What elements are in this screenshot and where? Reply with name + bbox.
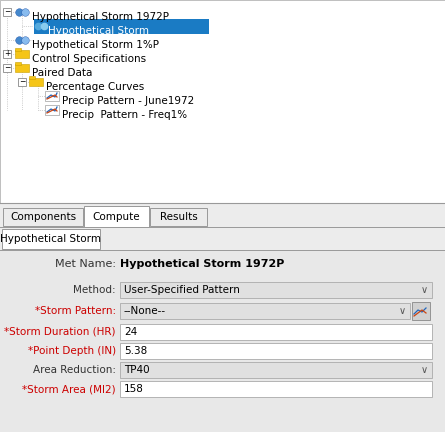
- Bar: [120, 303, 410, 319]
- Text: User-Specified Pattern: User-Specified Pattern: [124, 285, 240, 295]
- Text: Area Reduction:: Area Reduction:: [33, 365, 116, 375]
- Text: Paired Data: Paired Data: [32, 68, 93, 78]
- Text: *Point Depth (IN): *Point Depth (IN): [28, 346, 116, 356]
- Bar: [3, 208, 83, 226]
- Bar: [120, 381, 432, 397]
- Bar: [0, 0, 445, 203]
- Text: Hypothetical Storm 1972P: Hypothetical Storm 1972P: [120, 259, 284, 269]
- Text: --None--: --None--: [124, 306, 166, 316]
- Bar: [412, 302, 430, 320]
- Text: 158: 158: [124, 384, 144, 394]
- Text: Method:: Method:: [73, 285, 116, 295]
- Text: 5.38: 5.38: [124, 346, 147, 356]
- Text: Percentage Curves: Percentage Curves: [46, 82, 144, 92]
- Text: Precip Pattern - June1972: Precip Pattern - June1972: [62, 96, 194, 106]
- Text: Results: Results: [160, 212, 198, 222]
- Text: Precip  Pattern - Freq1%: Precip Pattern - Freq1%: [62, 110, 187, 120]
- Bar: [29, 78, 43, 86]
- Text: Compute: Compute: [93, 212, 140, 222]
- Text: Hypothetical Storm 1%P: Hypothetical Storm 1%P: [32, 40, 159, 50]
- Text: *Storm Area (MI2): *Storm Area (MI2): [22, 384, 116, 394]
- Bar: [120, 282, 432, 298]
- Bar: [150, 208, 207, 226]
- Bar: [3, 64, 11, 72]
- Bar: [45, 91, 59, 101]
- Bar: [0, 250, 445, 432]
- Text: −: −: [4, 7, 10, 16]
- Bar: [120, 324, 432, 340]
- Text: ∨: ∨: [421, 285, 428, 295]
- Text: Hypothetical Storm 1972P: Hypothetical Storm 1972P: [32, 12, 169, 22]
- Text: Met Name:: Met Name:: [55, 259, 116, 269]
- Bar: [15, 62, 21, 65]
- Bar: [2, 229, 100, 249]
- Bar: [29, 76, 35, 79]
- Text: ∨: ∨: [421, 365, 428, 375]
- Text: 24: 24: [124, 327, 137, 337]
- Bar: [3, 8, 11, 16]
- Bar: [0, 228, 445, 250]
- Text: −: −: [4, 64, 10, 73]
- Text: Hypothetical Storm: Hypothetical Storm: [48, 26, 149, 36]
- Text: *Storm Duration (HR): *Storm Duration (HR): [4, 327, 116, 337]
- Text: Hypothetical Storm: Hypothetical Storm: [0, 234, 101, 244]
- Text: TP40: TP40: [124, 365, 150, 375]
- Bar: [120, 343, 432, 359]
- Text: Control Specifications: Control Specifications: [32, 54, 146, 64]
- Text: *Storm Pattern:: *Storm Pattern:: [35, 306, 116, 316]
- Bar: [120, 362, 432, 378]
- Text: ∨: ∨: [398, 306, 405, 316]
- Bar: [18, 78, 26, 86]
- Bar: [3, 50, 11, 58]
- Bar: [15, 50, 29, 58]
- Bar: [34, 19, 209, 34]
- Bar: [15, 64, 29, 72]
- Bar: [0, 205, 445, 227]
- Text: +: +: [4, 50, 10, 58]
- Bar: [84, 206, 149, 227]
- Bar: [15, 48, 21, 51]
- Text: −: −: [19, 77, 25, 86]
- Text: Components: Components: [10, 212, 76, 222]
- Bar: [45, 105, 59, 115]
